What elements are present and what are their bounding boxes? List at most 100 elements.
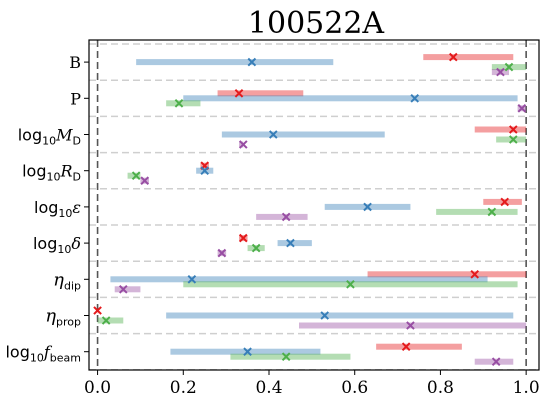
label-symbol: η: [45, 306, 56, 327]
best-fit-marker: [517, 103, 527, 113]
marker-stroke: [118, 284, 128, 294]
x-tick-label: 0.0: [84, 378, 111, 398]
x-tick-label: 1.0: [513, 378, 540, 398]
label-prefix: log: [18, 126, 42, 145]
marker-stroke: [247, 57, 257, 67]
marker-stroke: [268, 130, 278, 139]
interval-bar: [110, 276, 488, 283]
marker-stroke: [174, 98, 184, 108]
marker-stroke: [320, 311, 330, 320]
marker-stroke: [517, 103, 527, 113]
interval-bar: [136, 59, 334, 66]
x-axis: 0.0 0.2 0.4 0.6 0.8 1.0: [84, 370, 540, 398]
label-symbol: ε: [72, 198, 81, 217]
separator-lines: [89, 43, 539, 371]
marker-stroke: [101, 316, 111, 325]
best-fit-markers: [93, 52, 527, 367]
y-axis: BPlog10MDlog10RDlog10εlog10δηdipηproplog…: [5, 53, 89, 365]
label-symbol: δ: [71, 234, 81, 253]
best-fit-marker: [268, 130, 278, 139]
marker-stroke: [500, 197, 510, 207]
label-symbol: M: [55, 126, 73, 145]
best-fit-marker: [118, 284, 128, 294]
y-tick-label: log10RD: [22, 162, 81, 184]
y-tick-label: ηprop: [45, 306, 81, 329]
interval-bar: [114, 286, 141, 293]
interval-bar: [299, 322, 527, 329]
best-fit-marker: [174, 98, 184, 108]
x-tick-label: 0.6: [341, 378, 368, 398]
y-tick-label: B: [69, 53, 81, 72]
marker-stroke: [281, 212, 291, 222]
marker-stroke: [187, 274, 197, 284]
label-prefix: log: [33, 234, 57, 253]
label-prefix: log: [34, 198, 58, 217]
best-fit-marker: [410, 93, 420, 103]
best-fit-marker: [200, 166, 210, 176]
label-subscript: 10: [30, 352, 44, 365]
interval-bar: [256, 213, 308, 220]
interval-bar: [423, 54, 514, 61]
plot-frame: [88, 39, 540, 371]
marker-stroke: [286, 238, 295, 248]
marker-stroke: [217, 248, 227, 258]
interval-bar: [183, 95, 518, 102]
x-tick-label: 0.8: [427, 378, 454, 398]
marker-stroke: [496, 67, 505, 77]
marker-stroke: [487, 207, 497, 217]
label-subscript: dip: [64, 279, 81, 292]
marker-stroke: [234, 88, 244, 98]
interval-bar: [277, 240, 312, 247]
best-fit-marker: [406, 321, 415, 330]
marker-stroke: [448, 52, 458, 62]
interval-bar: [474, 126, 527, 133]
y-tick-label: log10δ: [33, 234, 81, 256]
best-fit-marker: [491, 357, 501, 367]
interval-bar: [496, 136, 527, 143]
interval-bar: [367, 271, 527, 278]
marker-stroke: [243, 347, 252, 357]
best-fit-marker: [238, 233, 248, 243]
y-tick-label: log10fbeam: [5, 343, 81, 365]
best-fit-marker: [346, 279, 355, 289]
best-fit-marker: [508, 135, 518, 144]
best-fit-marker: [251, 243, 261, 253]
x-tick-label: 0.4: [255, 378, 282, 398]
best-fit-marker: [508, 125, 518, 134]
marker-stroke: [93, 306, 102, 315]
interval-bar: [127, 172, 141, 179]
reference-lines: [96, 40, 527, 370]
x-tick-label: 0.2: [170, 378, 197, 398]
marker-stroke: [508, 125, 518, 134]
best-fit-marker: [243, 347, 252, 357]
marker-stroke: [200, 166, 210, 176]
best-fit-marker: [363, 202, 372, 212]
y-tick-label: log10MD: [18, 126, 81, 148]
label-prefix: log: [22, 162, 46, 181]
interval-bar: [474, 358, 514, 365]
marker-stroke: [504, 62, 514, 72]
best-fit-marker: [93, 306, 102, 315]
best-fit-marker: [504, 62, 514, 72]
marker-stroke: [281, 352, 291, 362]
label-subscript: 10: [57, 243, 71, 256]
label-subscript: D: [73, 135, 81, 148]
marker-stroke: [140, 176, 150, 186]
interval-bars: [97, 54, 527, 365]
y-tick-label: P: [70, 89, 81, 108]
interval-bar: [170, 348, 321, 355]
best-fit-marker: [286, 238, 295, 248]
interval-bar: [483, 198, 522, 205]
marker-stroke: [508, 135, 518, 144]
best-fit-marker: [234, 88, 244, 98]
interval-bar: [217, 90, 304, 97]
interval-bar: [436, 208, 518, 215]
best-fit-marker: [320, 311, 330, 320]
label-subscript: 10: [42, 135, 56, 148]
label-subscript: D: [73, 171, 81, 184]
label-symbol: f: [43, 343, 53, 362]
marker-stroke: [406, 321, 415, 330]
best-fit-marker: [496, 67, 505, 77]
label-subscript: 10: [58, 207, 72, 220]
